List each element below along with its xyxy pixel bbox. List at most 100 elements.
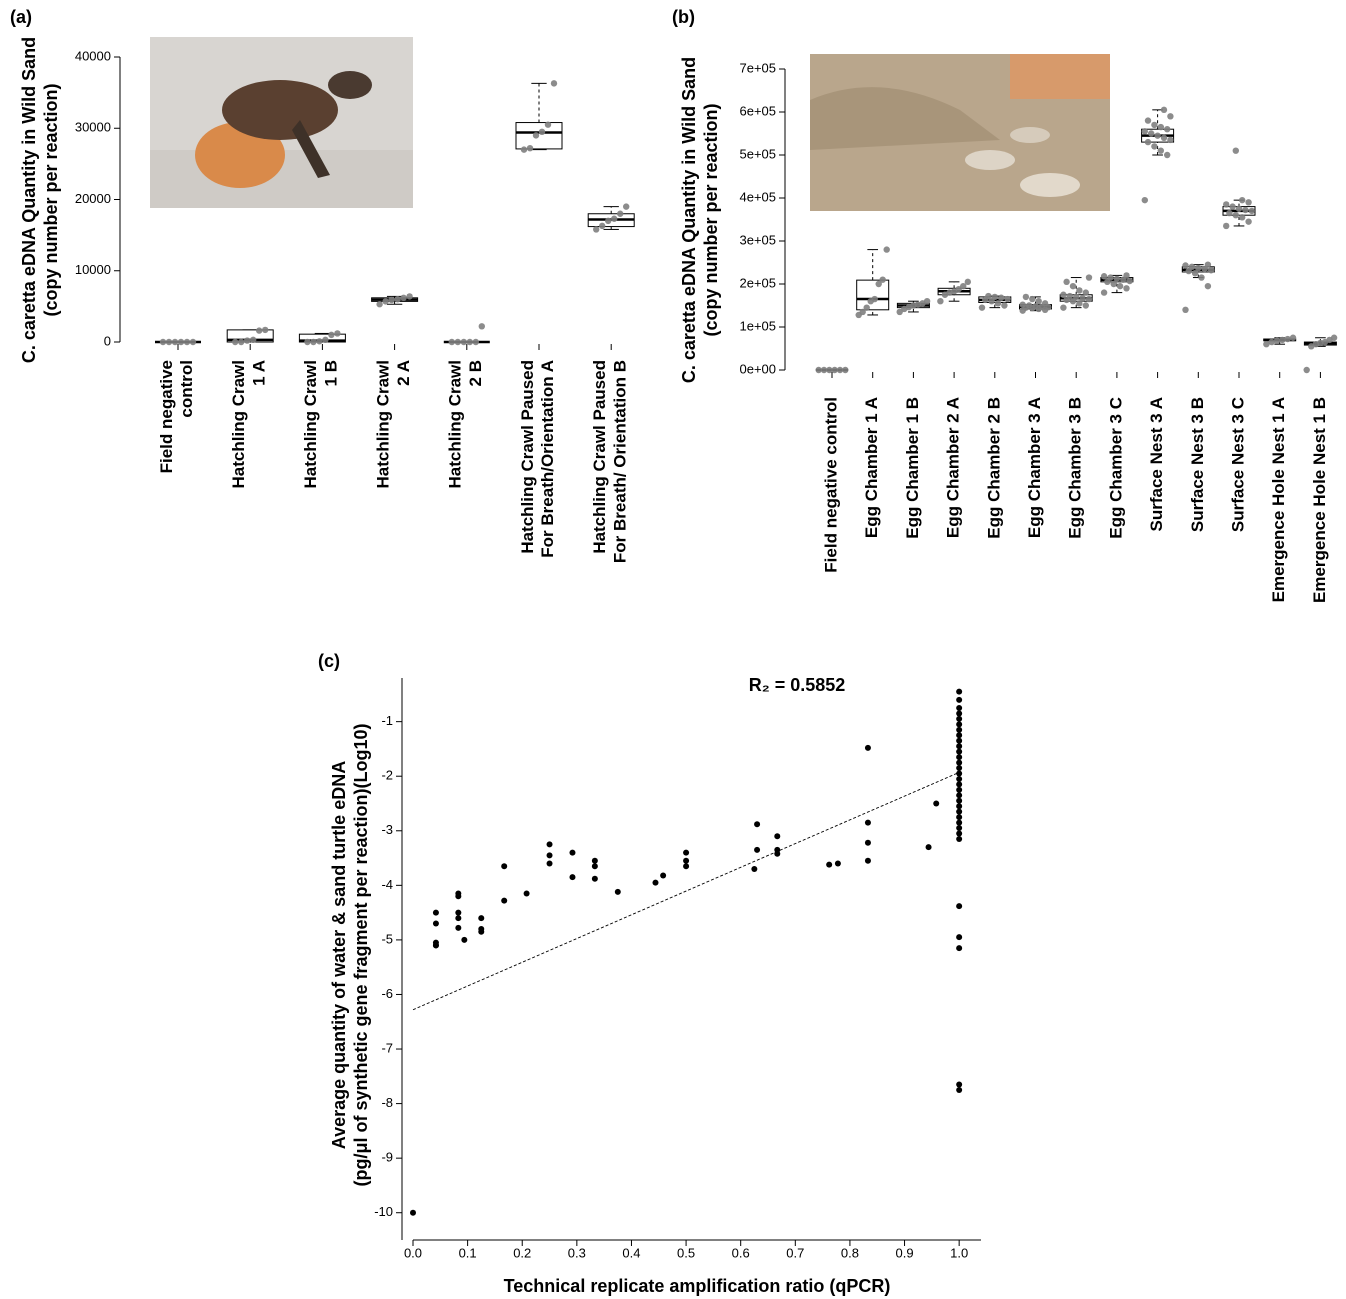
data-point bbox=[820, 366, 828, 374]
data-point bbox=[532, 132, 540, 139]
data-point bbox=[998, 294, 1005, 301]
data-point bbox=[617, 210, 624, 217]
data-point bbox=[956, 814, 963, 821]
data-point bbox=[1157, 123, 1165, 131]
data-point bbox=[1284, 335, 1291, 343]
data-point bbox=[956, 775, 963, 782]
data-point bbox=[956, 786, 963, 793]
y-tick-label: -5 bbox=[381, 931, 393, 946]
data-point bbox=[189, 338, 197, 346]
data-point bbox=[455, 893, 462, 900]
y-tick-label: 20000 bbox=[75, 191, 111, 206]
x-tick-label: Emergence Hole Nest 1 B bbox=[1310, 397, 1329, 603]
x-tick-label: Hatchling Crawl2 B bbox=[446, 360, 485, 488]
data-point bbox=[1063, 278, 1070, 286]
data-point bbox=[956, 808, 963, 815]
y-tick-label: 40000 bbox=[75, 48, 111, 63]
data-point bbox=[544, 121, 552, 128]
data-point bbox=[599, 222, 606, 230]
data-point bbox=[859, 308, 866, 316]
photo-eggshells bbox=[1010, 127, 1050, 143]
data-point bbox=[956, 743, 963, 750]
x-tick-label: Egg Chamber 1 B bbox=[903, 397, 922, 539]
data-point bbox=[1029, 295, 1036, 303]
y-tick-label: -2 bbox=[381, 768, 393, 783]
x-tick-label: Egg Chamber 2 A bbox=[944, 397, 963, 538]
data-point bbox=[1151, 143, 1158, 150]
data-point bbox=[985, 292, 992, 300]
data-point bbox=[183, 338, 191, 346]
data-point bbox=[1148, 130, 1155, 137]
data-point bbox=[751, 865, 758, 872]
data-point bbox=[1182, 306, 1189, 313]
data-point bbox=[956, 721, 963, 728]
data-point bbox=[591, 863, 598, 870]
data-point bbox=[1188, 263, 1196, 270]
data-point bbox=[1066, 292, 1074, 300]
data-point bbox=[591, 875, 598, 882]
data-point bbox=[376, 301, 383, 308]
data-point bbox=[864, 744, 871, 751]
data-point bbox=[1223, 222, 1230, 230]
data-point bbox=[611, 215, 618, 222]
box bbox=[856, 279, 890, 311]
data-point bbox=[1160, 106, 1168, 114]
data-point bbox=[754, 846, 761, 853]
data-point bbox=[871, 295, 878, 303]
data-point bbox=[400, 294, 407, 302]
data-point bbox=[956, 737, 963, 744]
data-point bbox=[1082, 302, 1090, 309]
x-tick-label: 0.5 bbox=[677, 1245, 695, 1260]
data-point bbox=[956, 748, 963, 755]
data-point bbox=[478, 323, 485, 330]
data-point bbox=[683, 857, 690, 864]
y-tick-label: 10000 bbox=[75, 262, 111, 277]
data-point bbox=[262, 326, 269, 334]
data-point bbox=[478, 928, 485, 935]
data-point bbox=[478, 915, 485, 922]
data-point bbox=[956, 819, 963, 826]
photo-hatchling bbox=[150, 37, 413, 208]
data-point bbox=[1116, 282, 1124, 290]
data-point bbox=[826, 861, 833, 868]
data-point bbox=[546, 841, 553, 848]
data-point bbox=[546, 860, 553, 867]
data-point bbox=[1248, 207, 1256, 215]
data-point bbox=[956, 934, 963, 941]
data-point bbox=[165, 338, 173, 346]
data-point bbox=[1289, 334, 1297, 341]
x-tick-label: 0.9 bbox=[895, 1245, 913, 1260]
box-chart: (a) C. caretta eDNA Quantity in Wild Sand… bbox=[10, 7, 635, 563]
data-point bbox=[1268, 338, 1275, 346]
data-point bbox=[1004, 295, 1011, 303]
data-point bbox=[523, 890, 530, 897]
y-tick-label: -1 bbox=[381, 713, 393, 728]
data-point bbox=[1164, 151, 1171, 159]
data-point bbox=[501, 897, 508, 904]
x-tick-label: Emergence Hole Nest 1 A bbox=[1269, 397, 1288, 602]
data-point bbox=[1245, 218, 1252, 225]
data-point bbox=[964, 278, 972, 286]
data-point bbox=[1100, 289, 1108, 296]
data-point bbox=[991, 293, 998, 301]
data-point bbox=[956, 715, 963, 722]
scatter-chart: (c) Average quantity of water & sand turt… bbox=[318, 651, 981, 1296]
x-tick-label: Egg Chamber 3 C bbox=[1106, 397, 1125, 539]
data-point bbox=[461, 936, 468, 943]
data-point bbox=[406, 293, 413, 300]
x-tick-label: Egg Chamber 2 B bbox=[984, 397, 1003, 539]
data-point bbox=[1182, 262, 1189, 269]
box-chart: (b) C. caretta eDNA Quantity in Wild Sand… bbox=[672, 7, 1338, 603]
y-tick-label: -3 bbox=[381, 822, 393, 837]
photo-turtle-head bbox=[328, 71, 372, 99]
data-point bbox=[1144, 117, 1152, 124]
data-point bbox=[774, 850, 781, 857]
data-point bbox=[232, 338, 239, 346]
data-point bbox=[1330, 334, 1338, 341]
data-point bbox=[1076, 287, 1083, 294]
x-tick-label: Egg Chamber 3 B bbox=[1066, 397, 1085, 539]
data-point bbox=[956, 781, 963, 788]
data-point bbox=[937, 298, 944, 305]
y-tick-label: 5e+05 bbox=[739, 146, 776, 161]
data-point bbox=[956, 759, 963, 766]
